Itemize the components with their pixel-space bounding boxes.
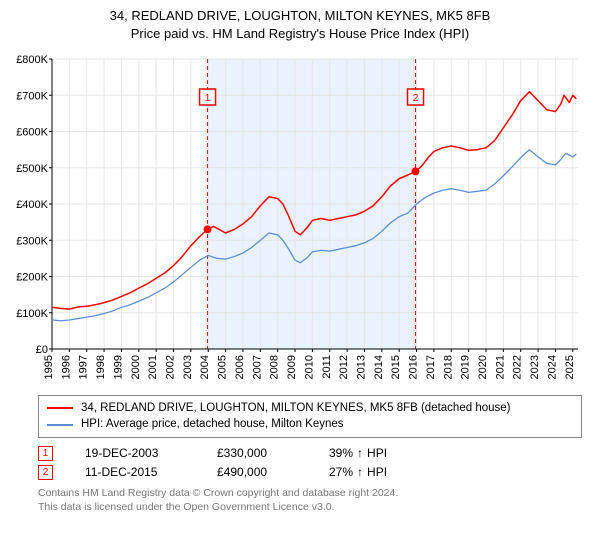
- legend-swatch: [47, 424, 73, 426]
- svg-text:2000: 2000: [130, 355, 142, 379]
- svg-text:£300K: £300K: [16, 235, 48, 247]
- transaction-badge: 2: [38, 465, 53, 480]
- svg-text:2013: 2013: [355, 355, 367, 379]
- footer-line-1: Contains HM Land Registry data © Crown c…: [38, 486, 582, 500]
- svg-text:2017: 2017: [425, 355, 437, 379]
- svg-text:1998: 1998: [95, 355, 107, 379]
- svg-text:2001: 2001: [147, 355, 159, 379]
- svg-text:2022: 2022: [512, 355, 524, 379]
- marker-dot-2: [412, 167, 420, 175]
- arrow-up-icon: [357, 465, 363, 479]
- legend-item-0: 34, REDLAND DRIVE, LOUGHTON, MILTON KEYN…: [47, 400, 573, 417]
- chart-svg: £0 £100K £200K £300K £400K £500K £600K £700K £80…: [8, 49, 583, 389]
- transaction-row-1: 1 19-DEC-2003 £330,000 39% HPI: [38, 444, 582, 463]
- transaction-price: £330,000: [217, 446, 297, 460]
- chart: £0 £100K £200K £300K £400K £500K £600K £700K £80…: [8, 49, 592, 389]
- svg-text:£100K: £100K: [16, 307, 48, 319]
- svg-text:2004: 2004: [199, 355, 211, 379]
- transaction-price: £490,000: [217, 465, 297, 479]
- transaction-hpi: 27% HPI: [329, 465, 387, 479]
- svg-text:£600K: £600K: [16, 126, 48, 138]
- chart-subtitle: Price paid vs. HM Land Registry's House …: [8, 26, 592, 42]
- chart-title: 34, REDLAND DRIVE, LOUGHTON, MILTON KEYN…: [8, 8, 592, 24]
- svg-text:2015: 2015: [390, 355, 402, 379]
- svg-text:2021: 2021: [494, 355, 506, 379]
- svg-text:1995: 1995: [43, 355, 55, 379]
- svg-text:2009: 2009: [286, 355, 298, 379]
- transaction-date: 19-DEC-2003: [85, 446, 185, 460]
- svg-text:£200K: £200K: [16, 271, 48, 283]
- svg-text:2006: 2006: [234, 355, 246, 379]
- marker-dot-1: [204, 225, 212, 233]
- svg-text:1: 1: [205, 92, 211, 104]
- arrow-up-icon: [357, 446, 363, 460]
- svg-text:1997: 1997: [78, 355, 90, 379]
- svg-text:2: 2: [413, 92, 419, 104]
- transaction-date: 11-DEC-2015: [85, 465, 185, 479]
- legend-swatch: [47, 407, 73, 409]
- svg-text:£500K: £500K: [16, 162, 48, 174]
- footer: Contains HM Land Registry data © Crown c…: [38, 486, 582, 514]
- svg-text:2025: 2025: [564, 355, 576, 379]
- svg-text:2020: 2020: [477, 355, 489, 379]
- svg-text:2016: 2016: [408, 355, 420, 379]
- transactions: 1 19-DEC-2003 £330,000 39% HPI 2 11-DEC-2015 £…: [38, 444, 582, 482]
- svg-text:1999: 1999: [112, 355, 124, 379]
- svg-text:2014: 2014: [373, 355, 385, 379]
- svg-text:2005: 2005: [217, 355, 229, 379]
- svg-text:£700K: £700K: [16, 90, 48, 102]
- svg-text:2012: 2012: [338, 355, 350, 379]
- legend-label: HPI: Average price, detached house, Milt…: [81, 416, 344, 433]
- svg-text:2008: 2008: [269, 355, 281, 379]
- legend: 34, REDLAND DRIVE, LOUGHTON, MILTON KEYN…: [38, 395, 582, 438]
- transaction-row-2: 2 11-DEC-2015 £490,000 27% HPI: [38, 463, 582, 482]
- svg-text:2023: 2023: [529, 355, 541, 379]
- svg-text:2003: 2003: [182, 355, 194, 379]
- svg-text:2010: 2010: [303, 355, 315, 379]
- svg-text:2024: 2024: [546, 355, 558, 379]
- svg-text:1996: 1996: [60, 355, 72, 379]
- transaction-badge: 1: [38, 446, 53, 461]
- svg-text:2011: 2011: [321, 355, 333, 379]
- svg-text:2019: 2019: [460, 355, 472, 379]
- transaction-hpi: 39% HPI: [329, 446, 387, 460]
- svg-text:2018: 2018: [442, 355, 454, 379]
- legend-label: 34, REDLAND DRIVE, LOUGHTON, MILTON KEYN…: [81, 400, 510, 417]
- footer-line-2: This data is licensed under the Open Gov…: [38, 500, 582, 514]
- legend-item-1: HPI: Average price, detached house, Milt…: [47, 416, 573, 433]
- svg-text:£0: £0: [36, 344, 48, 356]
- svg-text:£400K: £400K: [16, 199, 48, 211]
- svg-text:2002: 2002: [165, 355, 177, 379]
- svg-text:2007: 2007: [251, 355, 263, 379]
- svg-text:£800K: £800K: [16, 54, 48, 66]
